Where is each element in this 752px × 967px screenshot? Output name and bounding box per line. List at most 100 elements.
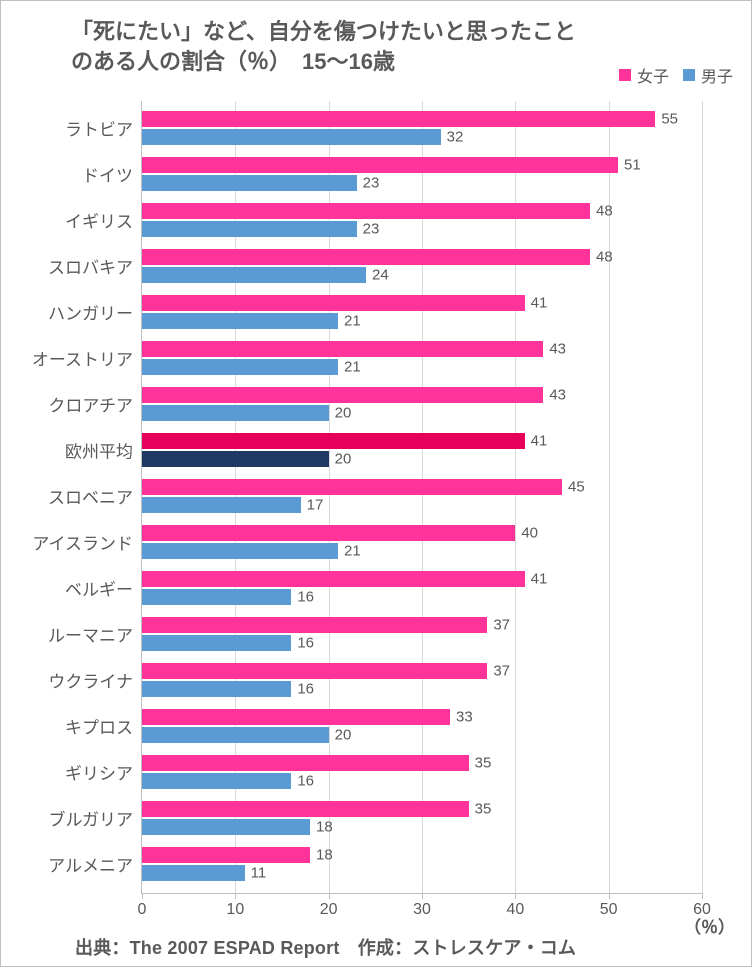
bar-value-male: 24 (366, 267, 389, 284)
bar-male: 20 (142, 405, 329, 421)
country-label: ベルギー (13, 576, 133, 601)
bar-row: 43 21 (142, 341, 702, 375)
x-tick-label: 20 (320, 901, 338, 919)
bar-female: 48 (142, 249, 590, 265)
gridline (702, 101, 703, 893)
bar-male: 16 (142, 589, 291, 605)
country-label: クロアチア (13, 392, 133, 417)
x-tick (702, 893, 703, 899)
bar-value-male: 16 (291, 589, 314, 606)
country-label: アルメニア (13, 852, 133, 877)
legend-label-male: 男子 (701, 63, 733, 87)
bar-female: 41 (142, 295, 525, 311)
bar-male: 16 (142, 635, 291, 651)
bar-value-male: 20 (329, 727, 352, 744)
bar-male: 24 (142, 267, 366, 283)
bar-value-male: 17 (301, 497, 324, 514)
country-label: ルーマニア (13, 622, 133, 647)
bar-female: 37 (142, 663, 487, 679)
country-label: 欧州平均 (13, 438, 133, 463)
bar-male: 16 (142, 773, 291, 789)
bar-male: 18 (142, 819, 310, 835)
bar-row: 3320 (142, 709, 702, 743)
bar-female: 55 (142, 111, 655, 127)
bar-value-male: 16 (291, 681, 314, 698)
bar-value-female: 43 (543, 387, 566, 404)
legend-label-female: 女子 (637, 63, 669, 87)
bar-female: 18 (142, 847, 310, 863)
country-label: ウクライナ (13, 668, 133, 693)
bar-male: 21 (142, 359, 338, 375)
bar-value-male: 21 (338, 543, 361, 560)
x-tick-label: 50 (600, 901, 618, 919)
x-axis-unit: （％） (684, 913, 735, 938)
bar-value-female: 40 (515, 525, 538, 542)
bar-value-male: 23 (357, 221, 380, 238)
bar-row: 55 32 (142, 111, 702, 145)
bar-female: 41 (142, 571, 525, 587)
bar-female: 43 (142, 341, 543, 357)
bar-row: 37 16 (142, 617, 702, 651)
bar-value-male: 20 (329, 451, 352, 468)
bar-row: 37 16 (142, 663, 702, 697)
bar-value-female: 43 (543, 341, 566, 358)
country-label: ラトビア (13, 116, 133, 141)
country-label: ギリシア (13, 760, 133, 785)
bar-female: 35 (142, 755, 469, 771)
bar-male: 23 (142, 175, 357, 191)
country-label: ハンガリー (13, 300, 133, 325)
chart-title: 「死にたい」など、自分を傷つけたいと思ったこと のある人の割合（％） 15～16… (71, 17, 591, 76)
country-label: スロベニア (13, 484, 133, 509)
bar-male: 16 (142, 681, 291, 697)
bar-value-male: 11 (245, 865, 267, 882)
bar-female: 43 (142, 387, 543, 403)
bar-value-female: 35 (469, 801, 492, 818)
title-line1: 「死にたい」など、自分を傷つけたいと思ったこと (71, 17, 591, 47)
x-tick (329, 893, 330, 899)
bar-row: 41 21 (142, 295, 702, 329)
legend-swatch-female (619, 69, 631, 81)
x-tick (515, 893, 516, 899)
bar-value-female: 45 (562, 479, 585, 496)
bar-value-male: 32 (441, 129, 464, 146)
bar-row: 41 20 (142, 433, 702, 467)
bar-value-male: 18 (310, 819, 333, 836)
bar-male: 11 (142, 865, 245, 881)
bar-value-female: 37 (487, 617, 510, 634)
bar-row: 48 23 (142, 203, 702, 237)
bar-value-male: 20 (329, 405, 352, 422)
bar-value-female: 41 (525, 433, 548, 450)
bar-value-female: 18 (310, 847, 333, 864)
country-label: スロバキア (13, 254, 133, 279)
country-label: イギリス (13, 208, 133, 233)
bar-value-female: 48 (590, 249, 613, 266)
plot-area: 0102030405060553251234823482441214321432… (141, 101, 702, 894)
x-tick (142, 893, 143, 899)
country-label: ブルガリア (13, 806, 133, 831)
title-line2: のある人の割合（％） 15～16歳 (71, 47, 591, 77)
bar-value-male: 21 (338, 313, 361, 330)
chart-frame: 「死にたい」など、自分を傷つけたいと思ったこと のある人の割合（％） 15～16… (0, 0, 752, 967)
bar-female: 37 (142, 617, 487, 633)
legend-swatch-male (683, 69, 695, 81)
bar-row: 40 21 (142, 525, 702, 559)
bar-row: 1811 (142, 847, 702, 881)
bar-female: 35 (142, 801, 469, 817)
x-tick (422, 893, 423, 899)
bar-row: 51 23 (142, 157, 702, 191)
x-tick-label: 0 (138, 901, 147, 919)
bar-male: 17 (142, 497, 301, 513)
source-text: 出典：The 2007 ESPAD Report 作成：ストレスケア・コム (75, 934, 576, 960)
bar-female: 48 (142, 203, 590, 219)
bar-value-male: 16 (291, 635, 314, 652)
bar-male: 21 (142, 313, 338, 329)
bar-row: 41 16 (142, 571, 702, 605)
bar-male: 23 (142, 221, 357, 237)
country-label: キプロス (13, 714, 133, 739)
bar-row: 45 17 (142, 479, 702, 513)
bar-value-female: 55 (655, 111, 678, 128)
bar-female: 45 (142, 479, 562, 495)
bar-row: 48 24 (142, 249, 702, 283)
bar-value-female: 51 (618, 157, 641, 174)
x-tick (609, 893, 610, 899)
